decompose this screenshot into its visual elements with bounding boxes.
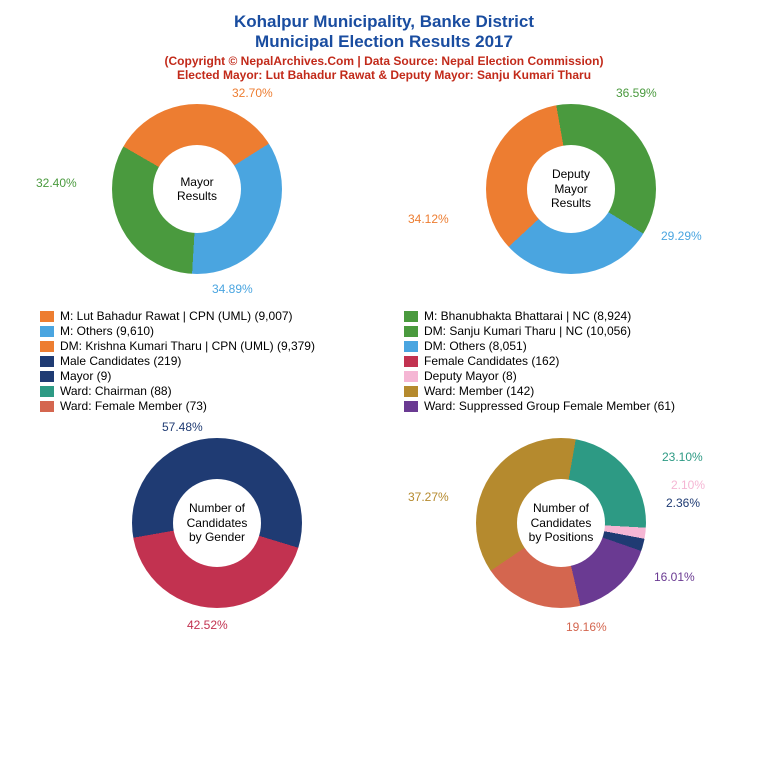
slice-percent-label: 29.29% [661,229,702,243]
legend-swatch [40,386,54,397]
donut-center-label: DeputyMayorResults [527,145,615,233]
legend-text: DM: Others (8,051) [424,339,527,353]
slice-percent-label: 23.10% [662,450,703,464]
slice-percent-label: 32.40% [36,176,77,190]
slice-percent-label: 36.59% [616,86,657,100]
legend-swatch [40,401,54,412]
slice-percent-label: 2.10% [671,478,705,492]
legend-item: DM: Others (8,051) [404,339,728,353]
legend-item: Male Candidates (219) [40,354,364,368]
donut-ring: DeputyMayorResults [486,104,656,274]
legend-swatch [404,341,418,352]
legend-swatch [40,356,54,367]
donut-center-label: Number ofCandidatesby Positions [517,479,605,567]
legend-text: Mayor (9) [60,369,111,383]
legend-text: DM: Sanju Kumari Tharu | NC (10,056) [424,324,631,338]
legend-swatch [40,311,54,322]
legend-item: Ward: Member (142) [404,384,728,398]
gender-chart: Number ofCandidatesby Gender 57.48% 42.52% [52,420,352,640]
legend-swatch [404,386,418,397]
mayor-chart: MayorResults32.70%34.89%32.40% [52,84,352,304]
bottom-chart-row: Number ofCandidatesby Gender 57.48% 42.52%… [0,420,768,640]
legend-text: Deputy Mayor (8) [424,369,517,383]
legend-item: DM: Sanju Kumari Tharu | NC (10,056) [404,324,728,338]
legend: M: Lut Bahadur Rawat | CPN (UML) (9,007)… [0,308,768,414]
header: Kohalpur Municipality, Banke District Mu… [0,0,768,82]
legend-item: Mayor (9) [40,369,364,383]
legend-item: Female Candidates (162) [404,354,728,368]
legend-left-column: M: Lut Bahadur Rawat | CPN (UML) (9,007)… [40,308,364,414]
legend-text: DM: Krishna Kumari Tharu | CPN (UML) (9,… [60,339,315,353]
legend-swatch [404,311,418,322]
top-chart-row: MayorResults 32.70% 34.89% 32.40% DeputyMay… [0,84,768,304]
slice-percent-label: 19.16% [566,620,607,634]
title-line2: Municipal Election Results 2017 [0,32,768,52]
legend-swatch [40,371,54,382]
legend-text: Female Candidates (162) [424,354,559,368]
legend-swatch [404,356,418,367]
legend-item: Ward: Suppressed Group Female Member (61… [404,399,728,413]
legend-text: Ward: Female Member (73) [60,399,207,413]
slice-percent-label: 34.12% [408,212,449,226]
donut-ring: Number ofCandidatesby Gender [132,438,302,608]
slice-percent-label: 16.01% [654,570,695,584]
donut-center-label: Number ofCandidatesby Gender [173,479,261,567]
slice-percent-label: 37.27% [408,490,449,504]
slice-percent-label: 32.70% [232,86,273,100]
legend-item: M: Others (9,610) [40,324,364,338]
legend-text: Ward: Member (142) [424,384,534,398]
positions-chart: Number ofCandidatesby Positions 23.10% 2.1… [416,420,716,640]
donut-center-label: MayorResults [153,145,241,233]
legend-swatch [404,371,418,382]
legend-text: M: Others (9,610) [60,324,154,338]
slice-percent-label: 42.52% [187,618,228,632]
donut-ring: Number ofCandidatesby Positions [476,438,646,608]
legend-swatch [40,341,54,352]
elected-info: Elected Mayor: Lut Bahadur Rawat & Deput… [0,68,768,82]
legend-item: Ward: Chairman (88) [40,384,364,398]
legend-text: Ward: Chairman (88) [60,384,172,398]
legend-item: Ward: Female Member (73) [40,399,364,413]
slice-percent-label: 57.48% [162,420,203,434]
copyright: (Copyright © NepalArchives.Com | Data So… [0,54,768,68]
legend-item: M: Bhanubhakta Bhattarai | NC (8,924) [404,309,728,323]
legend-swatch [404,326,418,337]
title-line1: Kohalpur Municipality, Banke District [0,12,768,32]
legend-text: Male Candidates (219) [60,354,181,368]
deputy-mayor-chart: DeputyMayorResults36.59%29.29%34.12% [416,84,716,304]
legend-swatch [40,326,54,337]
legend-text: M: Lut Bahadur Rawat | CPN (UML) (9,007) [60,309,293,323]
legend-text: M: Bhanubhakta Bhattarai | NC (8,924) [424,309,631,323]
legend-item: M: Lut Bahadur Rawat | CPN (UML) (9,007) [40,309,364,323]
legend-swatch [404,401,418,412]
donut-ring: MayorResults [112,104,282,274]
legend-right-column: M: Bhanubhakta Bhattarai | NC (8,924)DM:… [404,308,728,414]
slice-percent-label: 34.89% [212,282,253,296]
legend-item: DM: Krishna Kumari Tharu | CPN (UML) (9,… [40,339,364,353]
legend-text: Ward: Suppressed Group Female Member (61… [424,399,675,413]
legend-item: Deputy Mayor (8) [404,369,728,383]
slice-percent-label: 2.36% [666,496,700,510]
